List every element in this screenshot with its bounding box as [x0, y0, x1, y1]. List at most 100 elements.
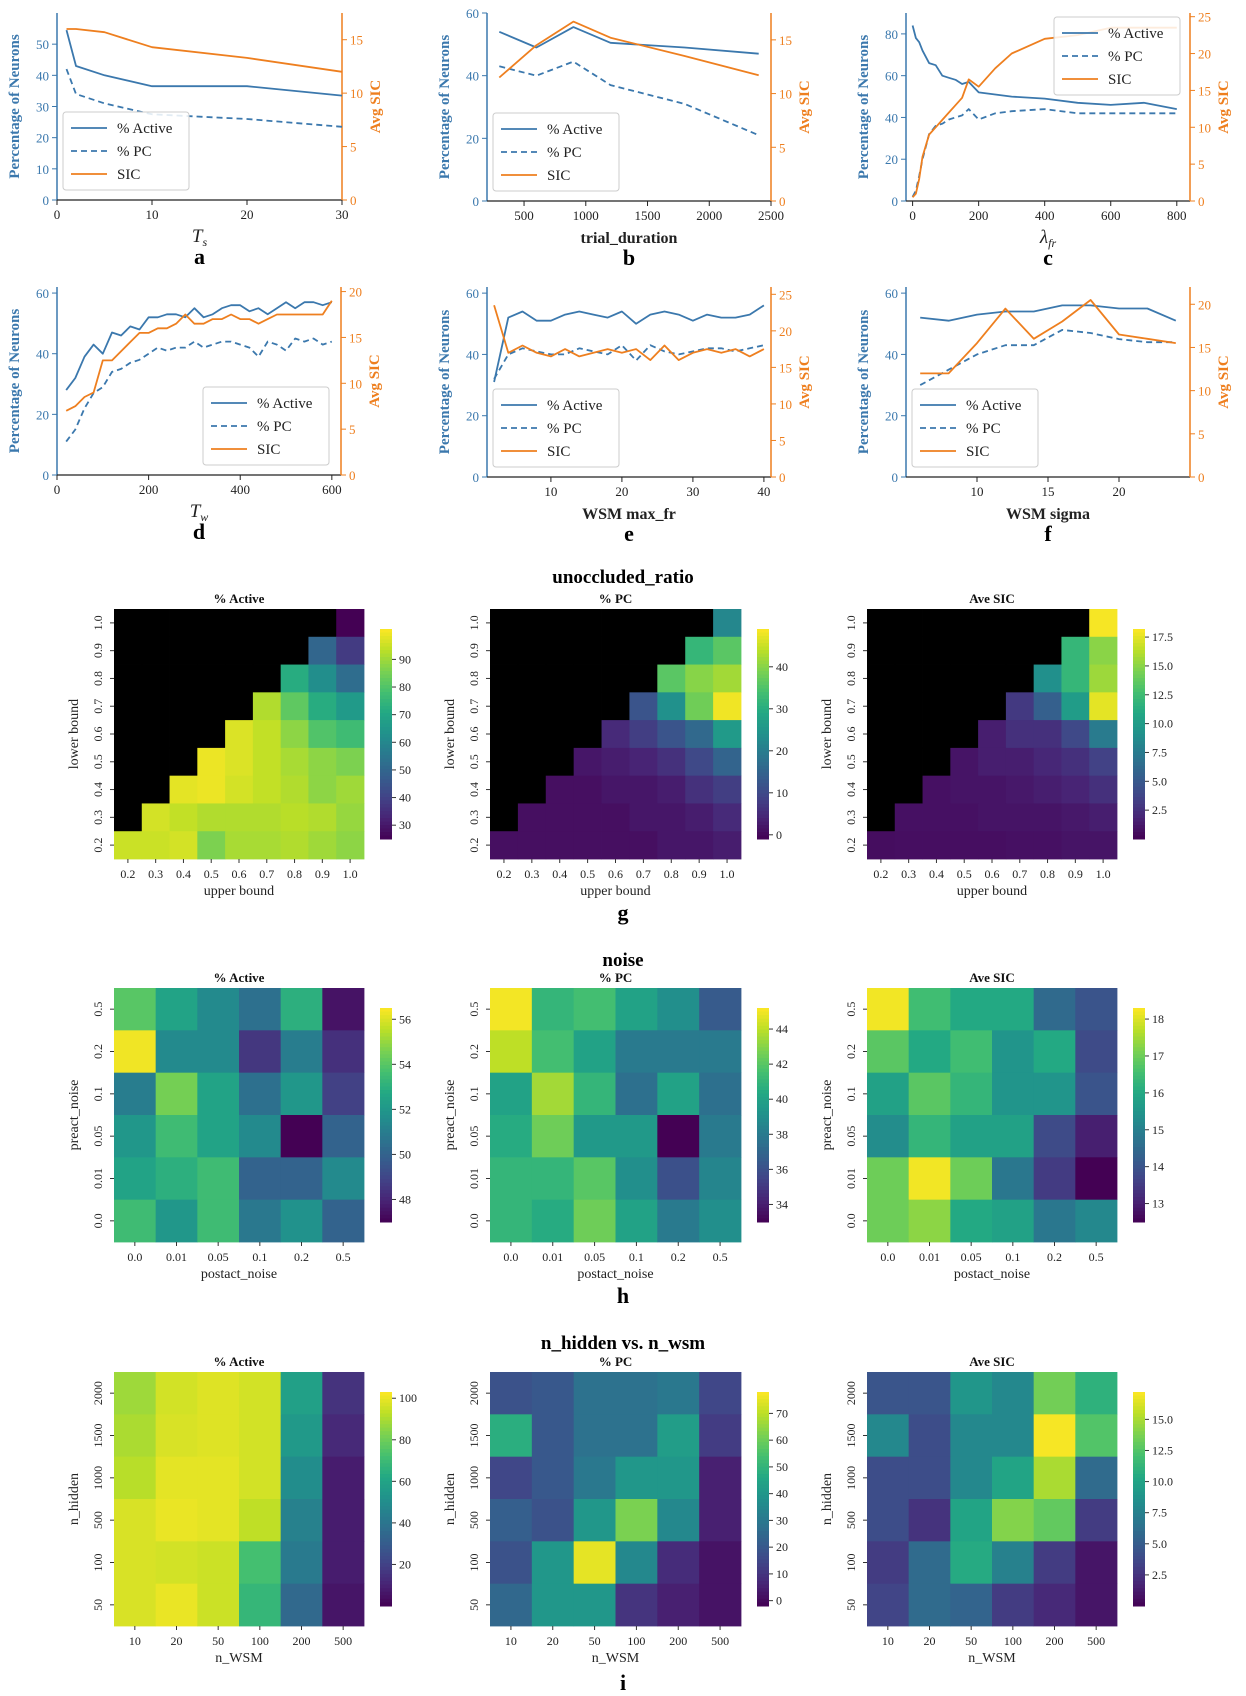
heatmap-cell [114, 1072, 157, 1116]
colorbar-segment [380, 1147, 392, 1152]
colorbar-segment [380, 1097, 392, 1102]
heatmap-cell [908, 1030, 951, 1074]
heatmap-title: Ave SIC [969, 591, 1015, 606]
heatmap-masked-cell [573, 636, 602, 665]
x-tick-label: 0.2 [294, 1250, 309, 1264]
legend-label: SIC [966, 444, 989, 460]
heatmap-cell [531, 1456, 575, 1500]
y-tick-label: 0.6 [91, 727, 105, 742]
heatmap-cell [280, 1115, 323, 1158]
heatmap-cell [322, 1541, 365, 1585]
y2-tick-label: 5 [1198, 427, 1205, 442]
x-tick-label: 0.9 [1068, 867, 1083, 881]
series-line-active [911, 25, 1177, 110]
colorbar-segment [1133, 664, 1145, 668]
y-tick-label: 0.01 [844, 1168, 858, 1189]
colorbar-segment [380, 1506, 392, 1511]
y-tick-label: 100 [91, 1554, 105, 1572]
legend: % Active % PC SIC [202, 386, 330, 466]
colorbar-segment [380, 688, 392, 693]
colorbar-segment [757, 821, 769, 826]
heatmap-masked-cell [114, 664, 143, 693]
colorbar-segment [380, 1545, 392, 1550]
colorbar-tick-label: 40 [399, 791, 411, 805]
heatmap-masked-cell [978, 609, 1007, 638]
heatmap-cell [867, 1115, 910, 1158]
heatmap-title: % Active [214, 1354, 265, 1369]
y-tick-label: 0 [892, 470, 899, 485]
colorbar-segment [757, 720, 769, 724]
colorbar-tick-label: 10.0 [1152, 717, 1173, 731]
heatmap-cell [490, 1030, 533, 1074]
heatmap-cell [950, 747, 979, 777]
heatmap-cell [657, 1157, 700, 1201]
heatmap-cell [699, 988, 742, 1031]
x-tick-label: 20 [171, 1634, 183, 1648]
colorbar-segment [757, 1018, 769, 1023]
x-tick-label: 0.3 [148, 867, 163, 881]
x-axis-label: WSM sigma [1006, 506, 1090, 523]
colorbar-segment [1133, 727, 1145, 731]
heatmap-cell [1033, 1414, 1076, 1458]
colorbar-tick-label: 30 [399, 818, 411, 832]
colorbar-segment [757, 727, 769, 731]
colorbar-segment [757, 1577, 769, 1582]
colorbar-segment [1133, 1577, 1145, 1582]
colorbar-segment [757, 734, 769, 738]
heatmap-cell [1033, 1583, 1076, 1627]
colorbar-segment [380, 646, 392, 651]
colorbar-segment [1133, 1193, 1145, 1198]
heatmap-cell [657, 1583, 700, 1627]
heatmap-cell [573, 775, 602, 804]
y-tick-label: 1000 [844, 1466, 858, 1490]
colorbar-segment [1133, 1474, 1145, 1479]
legend-label: % PC [257, 419, 292, 435]
colorbar-segment [380, 1200, 392, 1205]
heatmap-cell [615, 1199, 658, 1243]
heatmap-cell [197, 1072, 240, 1116]
x-tick-label: 0.05 [584, 1250, 605, 1264]
heatmap-cell [280, 988, 323, 1031]
colorbar-segment [757, 1441, 769, 1446]
colorbar-segment [380, 1104, 392, 1109]
colorbar-segment [380, 1086, 392, 1091]
colorbar-segment [380, 713, 392, 717]
legend: % Active % PC SIC [62, 111, 190, 191]
colorbar-segment [757, 737, 769, 742]
heatmap-cell [169, 831, 198, 860]
colorbar-segment [757, 730, 769, 735]
colorbar-segment [1133, 1186, 1145, 1191]
colorbar-segment [380, 695, 392, 700]
heatmap-cell [950, 1499, 993, 1542]
colorbar-segment [1133, 1164, 1145, 1169]
legend-box [1053, 16, 1181, 96]
colorbar-segment [1133, 779, 1145, 784]
x-tick-label: 20 [241, 207, 254, 222]
heatmap-masked-cell [978, 636, 1007, 665]
colorbar-segment [1133, 807, 1145, 812]
heatmap-cell [490, 831, 519, 860]
y2-tick-label: 15 [779, 360, 792, 375]
heatmap-cell [308, 803, 337, 832]
colorbar-segment [757, 1100, 769, 1105]
colorbar-segment [757, 1211, 769, 1216]
x-axis-label-subscript: s [202, 235, 207, 249]
panel-letter: c [1043, 245, 1053, 270]
heatmap-cell [1075, 1030, 1118, 1074]
heatmap-cell [280, 1583, 323, 1627]
colorbar-tick-label: 15.0 [1152, 659, 1173, 673]
colorbar-segment [757, 678, 769, 682]
colorbar-segment [380, 1211, 392, 1216]
heatmap-cell [699, 1199, 742, 1243]
colorbar-segment [757, 639, 769, 644]
heatmap-cell [1089, 803, 1118, 832]
legend-label: % Active [966, 398, 1022, 414]
heatmap-cell [1005, 831, 1035, 860]
heatmap-masked-cell [867, 747, 896, 777]
heatmap-cell [908, 988, 951, 1031]
heatmap-cell [629, 831, 658, 860]
x-tick-label: 0.6 [608, 867, 623, 881]
colorbar-segment [380, 1168, 392, 1173]
colorbar-segment [1133, 1595, 1145, 1600]
colorbar-segment [380, 1502, 392, 1507]
